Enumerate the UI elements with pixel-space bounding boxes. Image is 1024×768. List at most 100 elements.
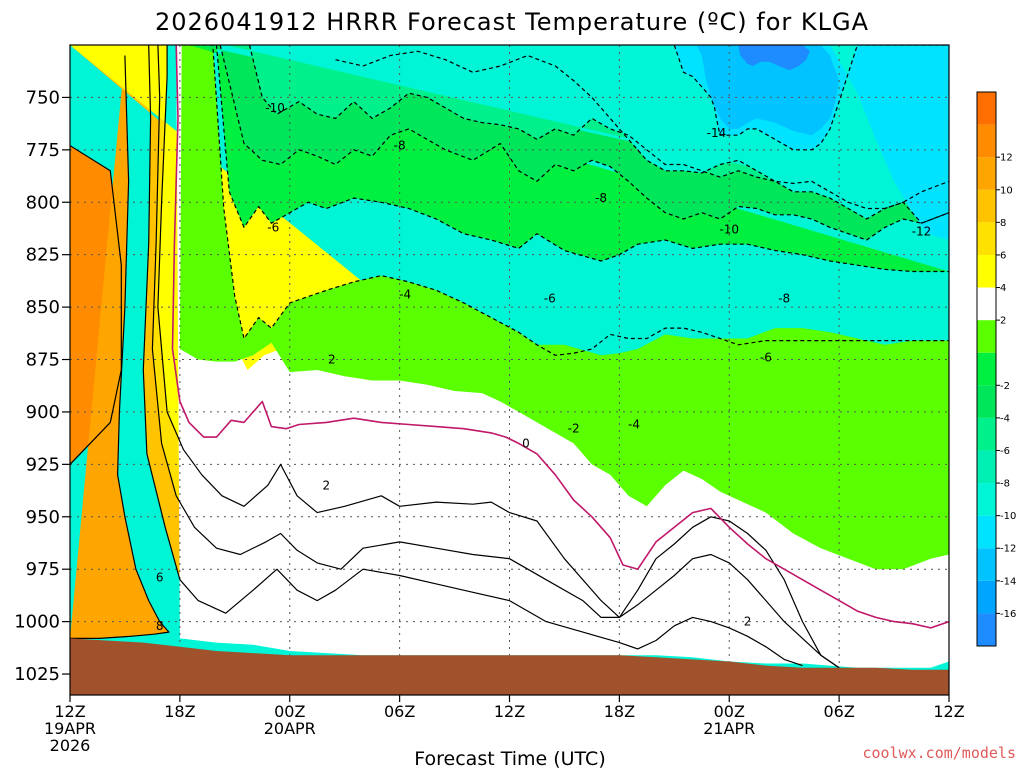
colorbar-label: 4 [1000, 283, 1006, 294]
y-tick-label: 850 [26, 297, 60, 318]
credit-link[interactable]: coolwx.com/models [862, 744, 1016, 762]
y-tick-label: 825 [26, 245, 60, 266]
y-tick-label: 975 [26, 559, 60, 580]
contour-label: -8 [595, 191, 607, 205]
isotherm--8 [248, 45, 949, 224]
temperature-region-10 [326, 45, 949, 219]
contour-label: -6 [267, 220, 279, 234]
y-tick-label: 1000 [14, 612, 60, 633]
colorbar-label: -6 [1000, 446, 1010, 457]
colorbar-label: 12 [1000, 153, 1013, 164]
colorbar-label: -12 [1000, 544, 1016, 555]
isotherm-0 [171, 45, 949, 629]
x-tick-label: 21APR [703, 719, 755, 738]
contour-label: 2 [744, 615, 752, 629]
colorbar-swatch [977, 124, 996, 158]
contour-label: -2 [568, 422, 580, 436]
contour-label: 6 [156, 571, 164, 585]
y-tick-label: 950 [26, 507, 60, 528]
y-tick-label: 775 [26, 140, 60, 161]
temperature-fills [70, 45, 949, 668]
y-axis: 750 775 800 825 850 875 900 925 950 975 1000 1025 [14, 87, 70, 685]
contour-label: -4 [399, 288, 411, 302]
isotherm-4 [151, 45, 840, 669]
x-tick-label: 20APR [264, 719, 316, 738]
x-axis-label: Forecast Time (UTC) [414, 748, 605, 768]
colorbar-swatch [977, 287, 996, 321]
isotherm--10 [335, 50, 949, 220]
contour-labels: -10 -8 -8 -6 -4 -6 -14 -10 -8 -12 -6 -4 -2 2 0 2 6 8 2 [156, 101, 932, 633]
x-tick-label: 2026 [50, 736, 91, 755]
contour-label: -6 [760, 350, 772, 364]
colorbar-swatch [977, 548, 996, 581]
plot-area: -10 -8 -8 -6 -4 -6 -14 -10 -8 -12 -6 -4 -2 2 0 2 6 8 2 [70, 45, 949, 695]
contour-label: -12 [912, 225, 932, 239]
contour-label: 2 [323, 478, 331, 492]
colorbar-swatch [977, 450, 996, 484]
colorbar-swatch [977, 157, 996, 190]
contour-label: -4 [628, 418, 640, 432]
x-tick-label: 18Z [164, 702, 195, 721]
isotherm--12 [673, 45, 949, 151]
x-tick-label: 00Z [714, 702, 745, 721]
contour-label: -8 [778, 292, 790, 306]
x-tick-label: 06Z [384, 702, 415, 721]
colorbar-swatch [977, 613, 996, 646]
y-tick-label: 1025 [14, 664, 60, 685]
colorbar-label: 6 [1000, 250, 1006, 261]
colorbar-label: 10 [1000, 185, 1013, 196]
contour-label: 8 [156, 619, 164, 633]
contour-label: -10 [265, 101, 285, 115]
colorbar-swatch [977, 352, 996, 386]
isotherm-10 [70, 145, 122, 465]
colorbar-swatch [977, 222, 996, 255]
temperature-region-9 [225, 45, 949, 224]
colorbar-swatch [977, 385, 996, 418]
colorbar-swatch [977, 320, 996, 353]
isotherm-2 [157, 45, 840, 669]
x-tick-label: 12Z [494, 702, 525, 721]
x-tick-label: 19APR [44, 719, 96, 738]
contour-label: -8 [394, 139, 406, 153]
temperature-region-6 [179, 45, 949, 570]
colorbar-swatch [977, 92, 996, 125]
y-tick-label: 800 [26, 192, 60, 213]
colorbar-swatch [977, 417, 996, 451]
contour-label: 2 [328, 353, 336, 367]
isotherm-6 [142, 45, 803, 667]
isotherm--4 [215, 45, 949, 273]
contour-label: -10 [719, 223, 739, 237]
x-tick-label: 12Z [933, 702, 964, 721]
contour-label: -6 [544, 292, 556, 306]
colorbar-label: -10 [1000, 511, 1016, 522]
colorbar-label: -16 [1000, 609, 1016, 620]
colorbar-swatch [977, 483, 996, 516]
isotherm-contours [70, 45, 949, 669]
contour-label: -14 [707, 126, 727, 140]
y-tick-label: 875 [26, 350, 60, 371]
temperature-region-13 [738, 45, 810, 71]
x-tick-label: 18Z [604, 702, 635, 721]
y-tick-label: 900 [26, 402, 60, 423]
temperature-region-1 [70, 55, 169, 639]
x-tick-label: 06Z [823, 702, 854, 721]
colorbar-label: -4 [1000, 413, 1010, 424]
x-tick-label: 12Z [54, 702, 85, 721]
temperature-region-5 [176, 45, 949, 668]
isotherm--2 [181, 45, 949, 356]
colorbar-label: 2 [1000, 316, 1006, 327]
isotherm--6 [219, 45, 949, 241]
chart-title: 2026041912 HRRR Forecast Temperature (ºC… [155, 8, 869, 36]
y-tick-label: 750 [26, 87, 60, 108]
colorbar-frame [976, 91, 997, 647]
colorbar-swatch [977, 515, 996, 549]
temperature-region-12 [696, 45, 840, 136]
x-tick-label: 00Z [274, 702, 305, 721]
colorbar-label: 8 [1000, 218, 1006, 229]
contour-label: 0 [522, 436, 530, 450]
colorbar-swatch [977, 189, 996, 223]
ground-surface [70, 638, 949, 695]
colorbar: -16 -14 -12 -10 -8 -6 -4 -2 2 4 6 8 10 12 [976, 91, 1016, 647]
